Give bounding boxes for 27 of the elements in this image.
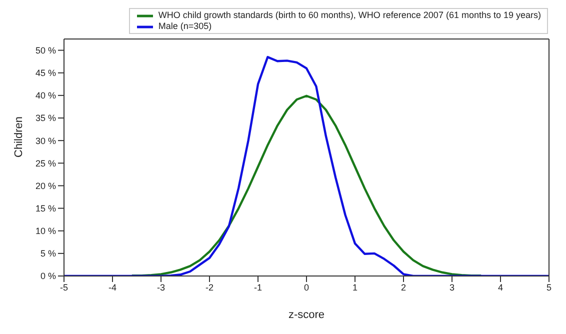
legend-label: WHO child growth standards (birth to 60 months), WHO reference 2007 (61 months to 19 years) [158, 10, 541, 21]
x-tick-label: -4 [108, 282, 117, 292]
y-tick-label: 10 % [35, 226, 56, 236]
x-tick-label: 0 [304, 282, 310, 292]
legend-label: Male (n=305) [158, 21, 212, 32]
x-tick-label: -5 [60, 282, 68, 292]
x-axis-title: z-score [288, 308, 325, 321]
y-axis-title: Children [12, 116, 25, 158]
x-tick-label: -1 [254, 282, 262, 292]
x-tick-label: -3 [156, 282, 166, 292]
x-tick-label: 2 [400, 282, 406, 292]
y-tick-label: 25 % [35, 158, 56, 168]
x-tick-label: 5 [546, 282, 552, 292]
y-tick-label: 15 % [35, 203, 56, 214]
x-tick-label: 1 [352, 282, 358, 292]
line-series [130, 94, 482, 276]
y-tick-label: 45 % [35, 68, 56, 78]
y-tick-label: 35 % [35, 113, 56, 124]
y-tick-label: 50 % [35, 45, 56, 56]
y-tick-label: 30 % [35, 136, 56, 146]
x-tick-label: -2 [205, 282, 214, 292]
y-tick-label: 20 % [35, 180, 56, 191]
x-tick-label: 3 [449, 282, 455, 292]
y-tick-label: 40 % [35, 90, 56, 101]
x-tick-label: 4 [498, 282, 504, 292]
y-tick-label: 5 % [40, 248, 56, 259]
y-tick-label: 0 % [40, 271, 56, 282]
